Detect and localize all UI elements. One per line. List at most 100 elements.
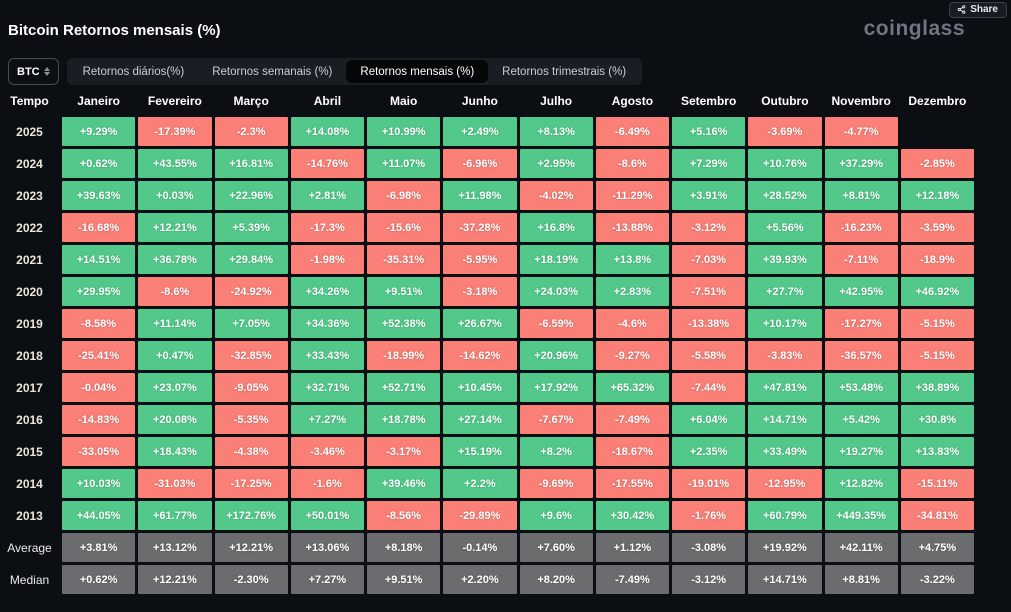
return-cell: +13.8% (595, 245, 669, 274)
return-cell: +10.99% (367, 117, 441, 146)
return-cell: -11.29% (595, 181, 669, 210)
share-button[interactable]: Share (949, 2, 1007, 18)
return-cell: +3.81% (62, 533, 136, 562)
return-cell: -4.38% (214, 437, 288, 466)
return-cell: +34.36% (290, 309, 364, 338)
return-cell: +65.32% (595, 373, 669, 402)
return-cell: +2.81% (290, 181, 364, 210)
return-cell: +53.48% (824, 373, 898, 402)
tab-bar: Retornos diários(%) Retornos semanais (%… (66, 58, 643, 85)
return-cell: +10.03% (62, 469, 136, 498)
return-cell: +52.38% (367, 309, 441, 338)
return-cell: -7.51% (672, 277, 746, 306)
return-cell: -6.96% (443, 149, 517, 178)
return-cell: +4.75% (900, 533, 974, 562)
return-cell: +29.84% (214, 245, 288, 274)
return-cell: +3.91% (672, 181, 746, 210)
return-cell: -35.31% (367, 245, 441, 274)
return-cell: -9.27% (595, 341, 669, 370)
return-cell: +0.62% (62, 149, 136, 178)
return-cell: -8.6% (138, 277, 212, 306)
return-cell: +9.51% (367, 565, 441, 594)
row-label-2021: 2021 (16, 252, 43, 267)
return-cell: +12.21% (138, 565, 212, 594)
return-cell: -15.6% (367, 213, 441, 242)
return-cell: -17.3% (290, 213, 364, 242)
return-cell: -14.62% (443, 341, 517, 370)
return-cell: +5.16% (672, 117, 746, 146)
return-cell: -13.88% (595, 213, 669, 242)
return-cell: +19.92% (748, 533, 822, 562)
return-cell: -36.57% (824, 341, 898, 370)
return-cell: -9.05% (214, 373, 288, 402)
return-cell: -13.38% (672, 309, 746, 338)
return-cell: -8.58% (62, 309, 136, 338)
return-cell: -17.55% (595, 469, 669, 498)
return-cell: +16.81% (214, 149, 288, 178)
return-cell: -8.6% (595, 149, 669, 178)
row-label-2017: 2017 (16, 380, 43, 395)
month-column-header: Fevereiro (147, 94, 202, 108)
return-cell: +10.17% (748, 309, 822, 338)
return-cell: +11.07% (367, 149, 441, 178)
controls-bar: BTC Retornos diários(%) Retornos semanai… (8, 58, 643, 85)
return-cell: -15.11% (900, 469, 974, 498)
return-cell: +12.21% (214, 533, 288, 562)
return-cell: -1.76% (672, 501, 746, 530)
row-label-2013: 2013 (16, 508, 43, 523)
chevron-updown-icon (43, 67, 50, 76)
return-cell: -6.59% (519, 309, 593, 338)
return-cell: -7.03% (672, 245, 746, 274)
tab-retornos-diarios[interactable]: Retornos diários(%) (82, 65, 185, 78)
return-cell: -4.77% (824, 117, 898, 146)
return-cell: +32.71% (290, 373, 364, 402)
tab-retornos-semanais[interactable]: Retornos semanais (%) (212, 65, 333, 78)
row-label-2022: 2022 (16, 220, 43, 235)
return-cell: -3.46% (290, 437, 364, 466)
return-cell: +6.04% (672, 405, 746, 434)
return-cell: +8.81% (824, 181, 898, 210)
return-cell: +20.08% (138, 405, 212, 434)
return-cell: +8.2% (519, 437, 593, 466)
return-cell: +42.95% (824, 277, 898, 306)
month-column-header: Outubro (761, 94, 809, 108)
row-label-2016: 2016 (16, 412, 43, 427)
return-cell: +27.7% (748, 277, 822, 306)
return-cell: +9.29% (62, 117, 136, 146)
tab-retornos-mensais[interactable]: Retornos mensais (%) (346, 60, 489, 83)
return-cell: +17.92% (519, 373, 593, 402)
return-cell: +8.18% (367, 533, 441, 562)
row-label-2023: 2023 (16, 188, 43, 203)
month-column-header: Abril (313, 94, 342, 108)
share-label: Share (970, 4, 998, 15)
return-cell: +24.03% (519, 277, 593, 306)
return-cell: -25.41% (62, 341, 136, 370)
month-column-header: Agosto (611, 94, 654, 108)
row-label-median: Median (9, 572, 50, 587)
return-cell: -3.12% (672, 565, 746, 594)
return-cell: +18.43% (138, 437, 212, 466)
return-cell: +7.27% (290, 405, 364, 434)
tab-retornos-trimestrais[interactable]: Retornos trimestrais (%) (502, 65, 627, 78)
return-cell: -3.08% (672, 533, 746, 562)
month-column-header: Janeiro (77, 94, 120, 108)
coin-selector[interactable]: BTC (8, 58, 59, 85)
return-cell: -29.89% (443, 501, 517, 530)
return-cell: -1.98% (290, 245, 364, 274)
return-cell: -3.22% (900, 565, 974, 594)
coin-selector-value: BTC (17, 65, 40, 78)
row-label-2018: 2018 (16, 348, 43, 363)
return-cell: +30.8% (900, 405, 974, 434)
return-cell: +39.63% (62, 181, 136, 210)
return-cell: +37.29% (824, 149, 898, 178)
return-cell: +2.95% (519, 149, 593, 178)
return-cell: +20.96% (519, 341, 593, 370)
month-column-header: Junho (461, 94, 498, 108)
return-cell: +22.96% (214, 181, 288, 210)
return-cell: -6.49% (595, 117, 669, 146)
return-cell: +43.55% (138, 149, 212, 178)
return-cell: -2.3% (214, 117, 288, 146)
return-cell: -24.92% (214, 277, 288, 306)
return-cell: +10.76% (748, 149, 822, 178)
return-cell: -33.05% (62, 437, 136, 466)
